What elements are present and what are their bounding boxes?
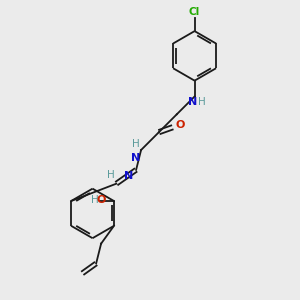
Text: N: N — [188, 98, 197, 107]
Text: O: O — [97, 195, 106, 205]
Text: H: H — [132, 139, 140, 149]
Text: H: H — [92, 195, 99, 205]
Text: N: N — [131, 153, 140, 163]
Text: O: O — [176, 120, 185, 130]
Text: Cl: Cl — [189, 7, 200, 17]
Text: H: H — [198, 98, 206, 107]
Text: H: H — [106, 170, 114, 180]
Text: N: N — [124, 171, 133, 181]
